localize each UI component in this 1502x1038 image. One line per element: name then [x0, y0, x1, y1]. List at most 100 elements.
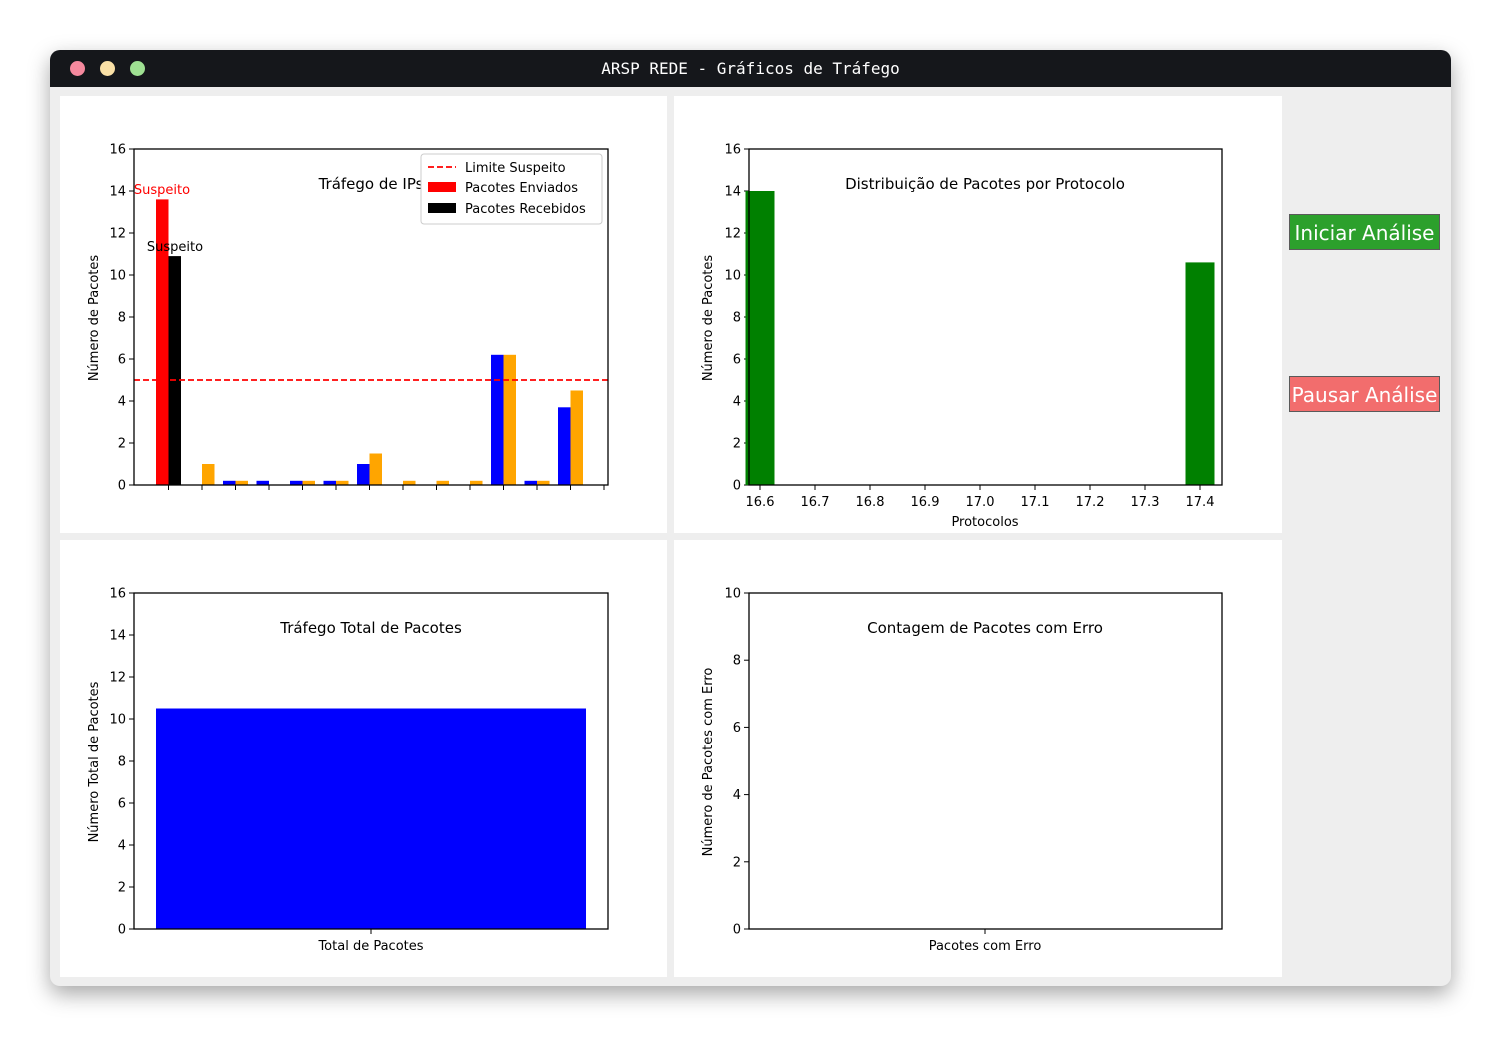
error-chart: Contagem de Pacotes com Erro Número de P…	[701, 587, 1223, 954]
proto-ytick-label-5: 10	[724, 269, 741, 284]
total-xtick-label: Total de Pacotes	[317, 939, 423, 954]
ip-bar-orange-10	[503, 354, 516, 485]
total-traffic-chart: Tráfego Total de Pacotes Número Total de…	[87, 587, 609, 954]
err-ytick-label-3: 6	[733, 721, 741, 736]
ip-ytick-label-8: 16	[109, 143, 126, 158]
ip-chart-ylabel: Número de Pacotes	[87, 255, 102, 382]
legend-sent-swatch	[428, 182, 456, 192]
legend-sent-label: Pacotes Enviados	[465, 181, 578, 196]
total-ytick-label-1: 2	[118, 881, 126, 896]
protocol-chart: Distribuição de Pacotes por Protocolo Nú…	[701, 143, 1223, 530]
proto-ytick-label-6: 12	[724, 227, 741, 242]
proto-xtick-label-3: 16.9	[911, 495, 940, 510]
proto-ytick-label-1: 2	[733, 437, 741, 452]
legend-threshold-label: Limite Suspeito	[465, 161, 566, 176]
total-traffic-panel: Tráfego Total de Pacotes Número Total de…	[60, 540, 667, 977]
ip-bar-orange-9	[470, 480, 483, 485]
ip-bar-orange-4	[302, 480, 315, 485]
pause-analysis-button[interactable]: Pausar Análise	[1289, 376, 1440, 412]
error-chart-title: Contagem de Pacotes com Erro	[867, 619, 1103, 637]
ip-legend: Limite Suspeito Pacotes Enviados Pacotes…	[420, 153, 603, 225]
total-ytick-label-7: 14	[109, 629, 126, 644]
ip-bar-orange-5	[336, 480, 349, 485]
total-chart-title: Tráfego Total de Pacotes	[279, 619, 462, 637]
err-ytick-label-2: 4	[733, 788, 741, 803]
protocol-plot-frame	[748, 148, 1223, 486]
ip-ytick-label-7: 14	[109, 185, 126, 200]
legend-received-swatch	[428, 203, 456, 213]
title-bar: ARSP REDE - Gráficos de Tráfego	[50, 50, 1451, 87]
ip-ytick-label-0: 0	[118, 479, 126, 494]
err-ytick-label-4: 8	[733, 654, 741, 669]
proto-xtick-label-2: 16.8	[856, 495, 885, 510]
ip-bar-orange-11	[537, 480, 550, 485]
suspeito-annotation-received: Suspeito	[147, 240, 203, 255]
proto-ytick-label-2: 4	[733, 395, 741, 410]
ip-ytick-label-5: 10	[109, 269, 126, 284]
err-ytick-label-0: 0	[733, 923, 741, 938]
ip-ytick-label-3: 6	[118, 353, 126, 368]
close-window-button[interactable]	[70, 61, 85, 76]
ip-plot-frame	[133, 148, 609, 486]
ip-bar-blue-11	[524, 480, 537, 485]
proto-bar-1	[1185, 262, 1215, 485]
ip-ytick-label-1: 2	[118, 437, 126, 452]
ip-bar-sent-0	[156, 199, 169, 485]
protocol-panel: Distribuição de Pacotes por Protocolo Nú…	[674, 96, 1282, 533]
total-ytick-label-2: 4	[118, 839, 126, 854]
total-ytick-label-3: 6	[118, 797, 126, 812]
proto-ytick-label-8: 16	[724, 143, 741, 158]
ip-ytick-label-6: 12	[109, 227, 126, 242]
ip-bar-blue-5	[323, 480, 336, 485]
error-plot-frame	[748, 592, 1223, 930]
err-ytick-label-1: 2	[733, 855, 741, 870]
err-ytick-label-5: 10	[724, 587, 741, 602]
protocol-chart-ylabel: Número de Pacotes	[701, 255, 716, 382]
proto-xtick-label-0: 16.6	[746, 495, 775, 510]
maximize-window-button[interactable]	[130, 61, 145, 76]
total-ytick-label-0: 0	[118, 923, 126, 938]
total-ytick-label-5: 10	[109, 713, 126, 728]
ip-chart-title: Tráfego de IPs	[318, 175, 424, 193]
ip-bar-orange-6	[369, 453, 382, 485]
app-window: ARSP REDE - Gráficos de Tráfego Tráfego …	[50, 50, 1451, 986]
ip-traffic-panel: Tráfego de IPs Número de Pacotes 0 2 4 6 8 10…	[60, 96, 667, 533]
minimize-window-button[interactable]	[100, 61, 115, 76]
ip-bar-blue-4	[290, 480, 303, 485]
ip-bar-blue-3	[256, 480, 269, 485]
protocol-chart-title: Distribuição de Pacotes por Protocolo	[845, 175, 1125, 193]
total-bar-0	[155, 708, 587, 929]
window-title: ARSP REDE - Gráficos de Tráfego	[601, 59, 900, 78]
total-ytick-label-4: 8	[118, 755, 126, 770]
ip-ytick-label-4: 8	[118, 311, 126, 326]
proto-ytick-label-7: 14	[724, 185, 741, 200]
proto-xtick-label-8: 17.4	[1186, 495, 1215, 510]
proto-xtick-label-4: 17.0	[966, 495, 995, 510]
ip-traffic-chart: Tráfego de IPs Número de Pacotes 0 2 4 6 8 10…	[87, 143, 609, 494]
suspeito-annotation-sent: Suspeito	[134, 183, 190, 198]
proto-xtick-label-7: 17.3	[1131, 495, 1160, 510]
proto-ytick-label-4: 8	[733, 311, 741, 326]
proto-xtick-label-1: 16.7	[801, 495, 830, 510]
ip-bar-blue-2	[223, 480, 236, 485]
ip-bar-blue-10	[491, 354, 504, 485]
start-analysis-button[interactable]: Iniciar Análise	[1289, 214, 1440, 250]
error-chart-ylabel: Número de Pacotes com Erro	[701, 668, 716, 857]
proto-bar-0	[745, 191, 775, 485]
ip-bar-orange-2	[235, 480, 248, 485]
proto-ytick-label-3: 6	[733, 353, 741, 368]
ip-bar-orange-12	[570, 390, 583, 485]
total-ytick-label-6: 12	[109, 671, 126, 686]
total-chart-ylabel: Número Total de Pacotes	[87, 681, 102, 842]
proto-xtick-label-6: 17.2	[1076, 495, 1105, 510]
ip-ytick-label-2: 4	[118, 395, 126, 410]
total-ytick-label-8: 16	[109, 587, 126, 602]
ip-bar-orange-7	[403, 480, 416, 485]
proto-ytick-label-0: 0	[733, 479, 741, 494]
ip-legend-box	[420, 153, 603, 225]
proto-xtick-label-5: 17.1	[1021, 495, 1050, 510]
legend-received-label: Pacotes Recebidos	[465, 202, 586, 217]
error-panel: Contagem de Pacotes com Erro Número de P…	[674, 540, 1282, 977]
protocol-chart-xlabel: Protocolos	[951, 515, 1018, 530]
ip-bar-received-0	[168, 256, 181, 485]
